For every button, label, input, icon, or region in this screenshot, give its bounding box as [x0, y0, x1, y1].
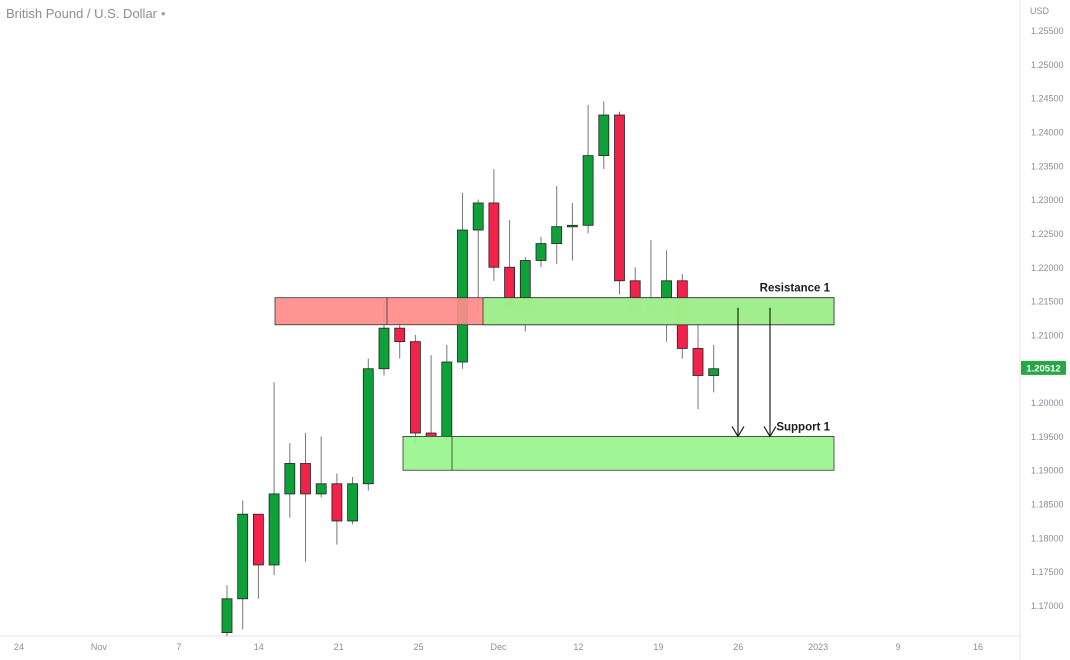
x-tick-label: 21: [334, 642, 344, 652]
candle-body: [535, 243, 547, 261]
candle-body: [331, 483, 343, 522]
candle-body: [472, 202, 484, 231]
candle-body: [598, 114, 610, 157]
y-tick-label: 1.20000: [1031, 398, 1064, 408]
y-tick-label: 1.23000: [1031, 195, 1064, 205]
arrow-head: [763, 426, 777, 438]
candle-body: [567, 224, 578, 228]
x-tick-label: 25: [414, 642, 424, 652]
candle: [708, 345, 720, 393]
chart-title: British Pound / U.S. Dollar •: [6, 6, 166, 21]
x-tick-label: 24: [14, 642, 24, 652]
candle: [300, 433, 311, 562]
candle: [347, 477, 359, 525]
arrow-head: [731, 426, 745, 438]
x-tick-label: 16: [973, 642, 983, 652]
candle: [598, 101, 610, 170]
candle: [661, 250, 672, 342]
candle: [362, 358, 374, 491]
candle-body: [614, 114, 625, 282]
candle-body: [425, 432, 437, 437]
candle: [284, 443, 296, 518]
candle-body: [378, 327, 390, 370]
candle-body: [221, 598, 233, 634]
y-tick-label: 1.22500: [1031, 229, 1064, 239]
candle: [331, 473, 343, 545]
candle: [409, 334, 421, 444]
y-tick-label: 1.21500: [1031, 297, 1064, 307]
x-tick-label: 14: [254, 642, 264, 652]
candle: [551, 186, 563, 264]
candle: [614, 111, 625, 295]
status-dot-icon: •: [161, 6, 166, 21]
last-price-label: 1.20512: [1026, 363, 1060, 374]
x-tick-label: 12: [573, 642, 583, 652]
resistance-label: Resistance 1: [760, 283, 831, 295]
candle: [582, 104, 594, 234]
y-tick-label: 1.24500: [1031, 94, 1064, 104]
x-tick-label: 7: [176, 642, 181, 652]
candle-body: [551, 226, 563, 244]
candle-body: [284, 463, 296, 495]
candle: [488, 169, 500, 281]
candle-body: [347, 483, 359, 522]
candle: [441, 345, 453, 440]
candles-group: [221, 101, 720, 636]
candle-body: [488, 202, 500, 268]
support-zone: [402, 436, 835, 471]
projection-arrow: [731, 307, 745, 438]
x-tick-label: 26: [733, 642, 743, 652]
candle: [268, 382, 280, 576]
zone: Support 1: [402, 421, 835, 471]
candle: [535, 236, 547, 268]
candle: [252, 513, 264, 599]
support-label: Support 1: [776, 421, 830, 433]
candle: [567, 202, 578, 261]
candle-body: [457, 229, 468, 363]
candle: [457, 192, 468, 369]
candle-body: [582, 155, 594, 226]
y-tick-label: 1.25500: [1031, 26, 1064, 36]
candle-body: [441, 361, 453, 437]
candle-body: [409, 341, 421, 434]
y-tick-label: 1.19000: [1031, 466, 1064, 476]
x-tick-label: 9: [896, 642, 901, 652]
candle: [237, 500, 249, 630]
zone: [482, 297, 835, 326]
y-tick-label: 1.18000: [1031, 533, 1064, 543]
symbol-name: British Pound / U.S. Dollar: [6, 6, 158, 21]
x-tick-label: 2023: [808, 642, 828, 652]
candle-body: [237, 513, 249, 600]
y-tick-label: 1.17000: [1031, 601, 1064, 611]
candle: [425, 355, 437, 440]
x-tick-label: Dec: [490, 642, 507, 652]
candle-body: [362, 368, 374, 485]
x-tick-label: 19: [653, 642, 663, 652]
y-tick-label: 1.25000: [1031, 60, 1064, 70]
y-tick-label: 1.23500: [1031, 161, 1064, 171]
candle-body: [708, 368, 720, 376]
projection-arrow: [763, 307, 777, 438]
currency-label: USD: [1030, 6, 1050, 16]
y-tick-label: 1.24000: [1031, 127, 1064, 137]
candle: [315, 436, 327, 498]
last-price-badge: [1021, 360, 1066, 375]
candle-body: [315, 483, 327, 495]
candle-body: [394, 327, 406, 343]
y-tick-label: 1.22000: [1031, 263, 1064, 273]
y-tick-label: 1.19500: [1031, 432, 1064, 442]
candle-body: [300, 463, 311, 495]
x-tick-label: Nov: [91, 642, 108, 652]
y-tick-label: 1.21000: [1031, 330, 1064, 340]
candle: [472, 199, 484, 315]
y-tick-label: 1.18500: [1031, 500, 1064, 510]
candle-body: [268, 493, 280, 566]
y-tick-label: 1.17500: [1031, 567, 1064, 577]
candle-body: [692, 348, 704, 376]
candle-body: [252, 513, 264, 566]
resistance-zone-green-part: [482, 297, 835, 326]
candle: [221, 585, 233, 636]
